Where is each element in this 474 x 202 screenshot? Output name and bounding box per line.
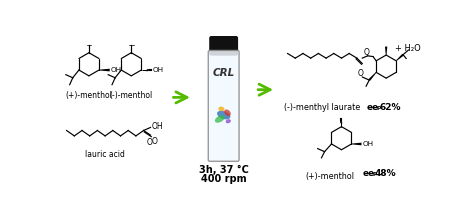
Text: (+)-menthol: (+)-menthol — [305, 172, 355, 181]
Text: ee: ee — [367, 103, 379, 112]
Text: CRL: CRL — [212, 68, 235, 78]
Text: OH: OH — [151, 122, 163, 131]
Text: O: O — [151, 137, 157, 146]
Text: 48%: 48% — [374, 169, 396, 178]
Polygon shape — [352, 143, 362, 145]
Ellipse shape — [217, 111, 230, 119]
Text: lauric acid: lauric acid — [85, 150, 125, 159]
Text: OH: OH — [110, 67, 122, 74]
Polygon shape — [99, 69, 109, 71]
Polygon shape — [368, 72, 376, 81]
Text: p: p — [377, 105, 381, 110]
Text: (+)-menthol: (+)-menthol — [65, 91, 112, 100]
Text: 3h, 37 °C: 3h, 37 °C — [199, 165, 248, 175]
Text: O: O — [358, 69, 364, 78]
Text: OH: OH — [153, 67, 164, 74]
Text: 62%: 62% — [379, 103, 401, 112]
Polygon shape — [385, 47, 387, 55]
Text: (-)-menthyl laurate: (-)-menthyl laurate — [284, 103, 360, 112]
Text: ee: ee — [362, 169, 374, 178]
Polygon shape — [396, 54, 404, 61]
Text: p: p — [372, 171, 377, 176]
Text: (-)-menthol: (-)-menthol — [109, 91, 153, 100]
Text: O: O — [147, 138, 153, 147]
FancyBboxPatch shape — [210, 37, 237, 55]
FancyBboxPatch shape — [208, 50, 239, 161]
Text: OH: OH — [362, 141, 374, 147]
Text: 400 rpm: 400 rpm — [201, 174, 246, 184]
Ellipse shape — [224, 109, 231, 116]
Text: O: O — [363, 48, 369, 57]
Ellipse shape — [219, 107, 224, 111]
Ellipse shape — [226, 119, 231, 123]
Ellipse shape — [215, 115, 225, 123]
Text: + H₂O: + H₂O — [395, 44, 421, 53]
